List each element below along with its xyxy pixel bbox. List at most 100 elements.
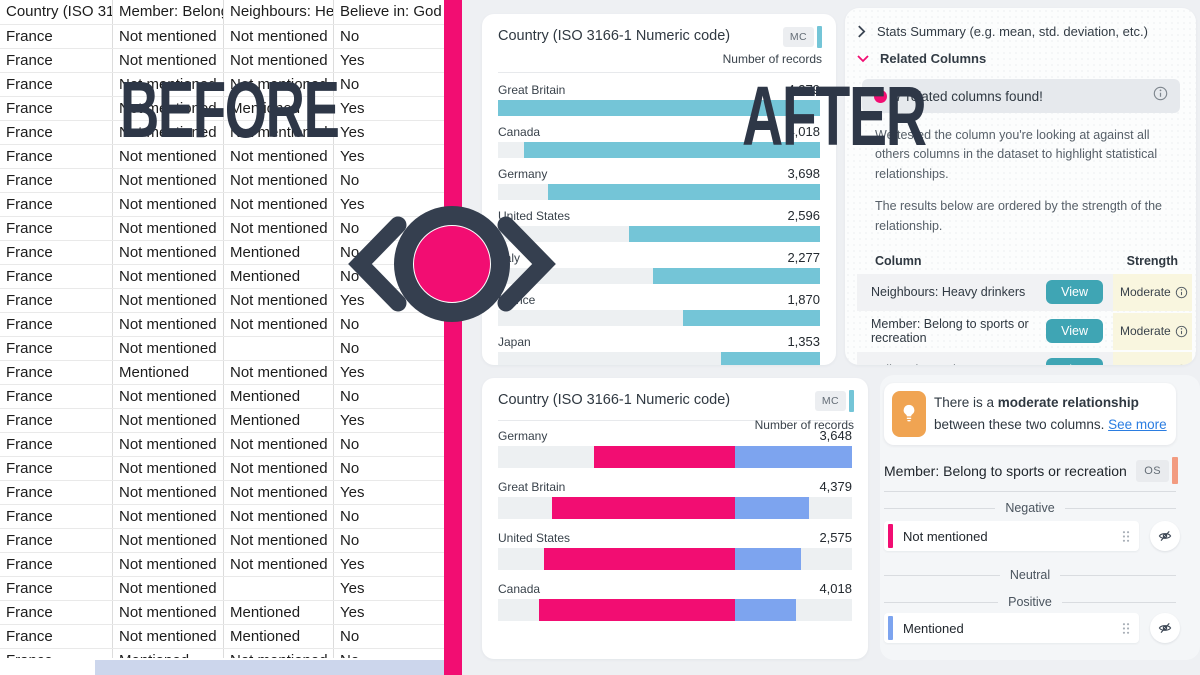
segment-mentioned[interactable] [734, 599, 797, 621]
table-cell[interactable]: France [0, 169, 113, 192]
bar-fill[interactable] [652, 268, 820, 284]
table-cell[interactable]: No [340, 172, 360, 189]
table-cell[interactable]: Not mentioned [113, 289, 224, 312]
column-header[interactable]: Member: Belong [113, 0, 224, 24]
chart-bar-row[interactable]: Japan 1,353 [498, 329, 820, 365]
hide-category-button[interactable] [1150, 521, 1180, 551]
table-cell[interactable]: Yes [340, 556, 365, 573]
related-columns-accordion[interactable]: Related Columns [857, 51, 1180, 66]
drag-handle-icon[interactable] [1122, 530, 1130, 543]
table-cell[interactable]: No [340, 316, 360, 333]
table-cell[interactable]: Not mentioned [113, 193, 224, 216]
bar-fill[interactable] [682, 310, 820, 326]
table-cell[interactable]: France [0, 73, 113, 96]
chart-bar-row[interactable]: United States 2,596 [498, 203, 820, 245]
table-cell[interactable]: France [0, 625, 113, 648]
category-chip-not-mentioned[interactable]: Not mentioned [884, 521, 1139, 551]
table-cell[interactable]: No [340, 436, 360, 453]
table-cell[interactable]: Not mentioned [224, 457, 334, 480]
table-cell[interactable]: Not mentioned [113, 409, 224, 432]
table-cell[interactable]: Not mentioned [224, 169, 334, 192]
table-cell[interactable]: No [340, 388, 360, 405]
table-cell[interactable]: Not mentioned [113, 241, 224, 264]
table-cell[interactable]: Yes [340, 604, 365, 621]
table-cell[interactable]: Yes [340, 580, 365, 597]
table-cell[interactable]: Mentioned [224, 241, 334, 264]
table-cell[interactable]: Not mentioned [113, 577, 224, 600]
table-cell[interactable]: France [0, 193, 113, 216]
table-cell[interactable]: France [0, 649, 113, 660]
table-cell[interactable]: France [0, 289, 113, 312]
table-cell[interactable]: France [0, 337, 113, 360]
table-cell[interactable]: France [0, 457, 113, 480]
table-cell[interactable]: France [0, 553, 113, 576]
table-cell[interactable]: Mentioned [113, 361, 224, 384]
table-cell[interactable]: Yes [340, 292, 365, 309]
table-cell[interactable]: Mentioned [224, 625, 334, 648]
table-cell[interactable]: Not mentioned [113, 97, 224, 120]
column-header[interactable]: Neighbours: Hea [224, 0, 334, 24]
table-cell[interactable] [224, 577, 334, 600]
table-cell[interactable]: Not mentioned [113, 529, 224, 552]
segment-not-mentioned[interactable] [552, 497, 735, 519]
chart-bar-row[interactable]: France 1,870 [498, 287, 820, 329]
bar-fill[interactable] [524, 142, 820, 158]
table-cell[interactable]: Mentioned [224, 601, 334, 624]
table-cell[interactable]: Not mentioned [113, 481, 224, 504]
table-cell[interactable]: Not mentioned [113, 265, 224, 288]
table-cell[interactable]: No [340, 28, 360, 45]
table-cell[interactable]: France [0, 577, 113, 600]
table-cell[interactable]: France [0, 409, 113, 432]
chart-bar-row[interactable]: Canada 4,018 [498, 119, 820, 161]
table-cell[interactable]: Yes [340, 364, 365, 381]
chart-bar-row[interactable]: Great Britain 4,379 [498, 77, 820, 119]
table-cell[interactable]: France [0, 145, 113, 168]
table-cell[interactable]: Not mentioned [224, 649, 334, 660]
info-icon[interactable] [1175, 286, 1188, 299]
table-cell[interactable]: Not mentioned [113, 433, 224, 456]
bar-fill[interactable] [548, 184, 820, 200]
segment-not-mentioned[interactable] [543, 548, 735, 570]
table-cell[interactable]: No [340, 340, 360, 357]
table-cell[interactable]: France [0, 505, 113, 528]
table-cell[interactable]: Yes [340, 148, 365, 165]
segment-mentioned[interactable] [734, 497, 809, 519]
table-cell[interactable]: France [0, 217, 113, 240]
segment-not-mentioned[interactable] [594, 446, 735, 468]
table-cell[interactable]: Not mentioned [224, 193, 334, 216]
table-cell[interactable]: France [0, 481, 113, 504]
table-cell[interactable]: Mentioned [224, 409, 334, 432]
table-cell[interactable]: France [0, 121, 113, 144]
view-button[interactable]: View [1046, 358, 1103, 365]
table-cell[interactable]: Not mentioned [113, 25, 224, 48]
table-cell[interactable]: France [0, 97, 113, 120]
chart-bar-row[interactable]: Great Britain 4,379 [498, 474, 852, 525]
table-cell[interactable]: Not mentioned [113, 217, 224, 240]
view-button[interactable]: View [1046, 280, 1103, 305]
table-cell[interactable]: Yes [340, 196, 365, 213]
table-cell[interactable]: Mentioned [113, 649, 224, 660]
table-cell[interactable]: Yes [340, 124, 365, 141]
table-cell[interactable]: No [340, 532, 360, 549]
table-cell[interactable]: Not mentioned [113, 169, 224, 192]
table-cell[interactable]: No [340, 508, 360, 525]
chart-bar-row[interactable]: Canada 4,018 [498, 576, 852, 627]
table-cell[interactable]: France [0, 361, 113, 384]
table-cell[interactable]: France [0, 385, 113, 408]
see-more-link[interactable]: See more [1108, 417, 1167, 432]
table-cell[interactable]: Not mentioned [113, 49, 224, 72]
table-cell[interactable]: Not mentioned [113, 625, 224, 648]
table-cell[interactable]: Mentioned [224, 97, 334, 120]
table-cell[interactable]: Not mentioned [113, 121, 224, 144]
table-cell[interactable]: Not mentioned [113, 73, 224, 96]
table-cell[interactable]: France [0, 25, 113, 48]
table-cell[interactable]: No [340, 220, 360, 237]
table-cell[interactable]: Yes [340, 412, 365, 429]
table-cell[interactable]: Not mentioned [224, 433, 334, 456]
table-cell[interactable]: Not mentioned [113, 385, 224, 408]
table-cell[interactable]: Not mentioned [224, 289, 334, 312]
table-cell[interactable]: Not mentioned [224, 553, 334, 576]
table-cell[interactable]: France [0, 265, 113, 288]
segment-mentioned[interactable] [734, 548, 802, 570]
column-header[interactable]: Believe in: God [340, 3, 442, 20]
